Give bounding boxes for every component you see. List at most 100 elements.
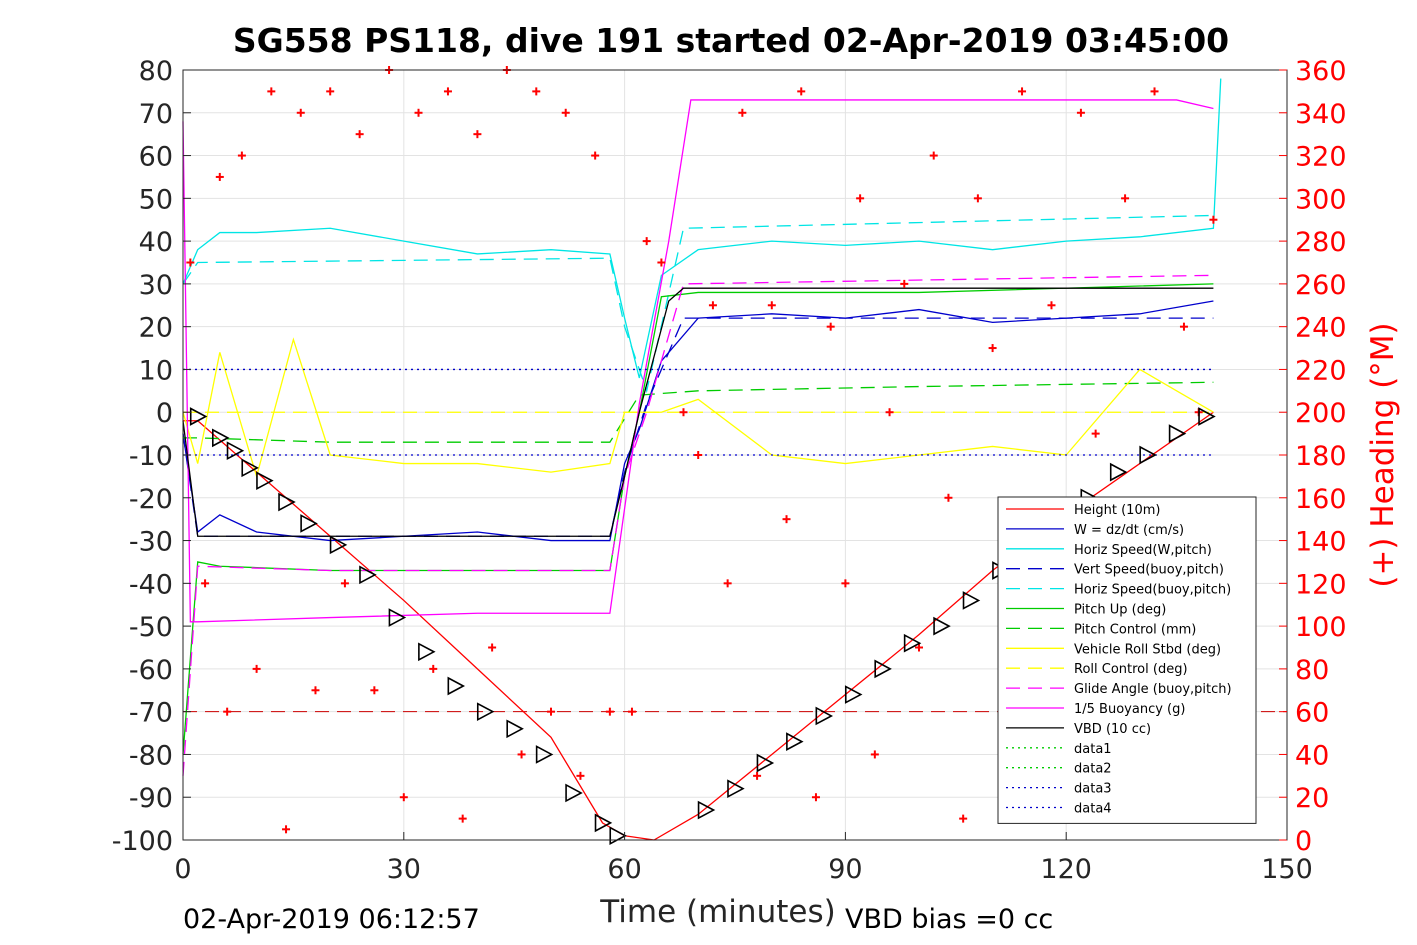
- heading-point: [186, 258, 195, 267]
- waypoint-marker: [278, 492, 296, 512]
- right-tick-label: 60: [1295, 698, 1329, 729]
- bottom-axis: 0 30 60 90 120 150: [174, 832, 1313, 885]
- right-tick-label: 260: [1295, 270, 1347, 301]
- waypoint-marker: [565, 783, 583, 803]
- series-line-10: [182, 99, 1214, 623]
- right-tick-label: 340: [1295, 99, 1347, 130]
- x-axis-label: Time (minutes): [599, 894, 835, 930]
- heading-point: [988, 344, 997, 353]
- waypoint-marker: [756, 753, 775, 773]
- legend-label: data1: [1074, 742, 1112, 757]
- waypoint-marker: [359, 565, 377, 585]
- heading-point: [488, 643, 497, 652]
- heading-point: [326, 87, 335, 96]
- heading-point: [1018, 87, 1027, 96]
- left-tick-label: -50: [129, 612, 173, 643]
- heading-point: [429, 664, 438, 673]
- left-tick-label: 80: [139, 56, 173, 87]
- heading-point: [870, 750, 879, 759]
- heading-point: [267, 87, 276, 96]
- left-tick-label: 20: [139, 313, 173, 344]
- series-line-9: [182, 274, 1214, 776]
- waypoint-marker: [874, 659, 892, 679]
- waypoint-marker: [189, 407, 208, 426]
- heading-point: [826, 322, 835, 331]
- right-tick-label: 80: [1295, 655, 1329, 686]
- heading-point: [237, 151, 246, 160]
- heading-point: [627, 707, 636, 716]
- left-tick-label: -60: [129, 655, 173, 686]
- right-tick-label: 40: [1295, 740, 1329, 771]
- heading-point: [591, 151, 600, 160]
- heading-point: [767, 301, 776, 310]
- heading-point: [561, 108, 570, 117]
- footer-timestamp: 02-Apr-2019 06:12:57: [183, 904, 480, 935]
- series-line-7: [182, 337, 1214, 479]
- left-tick-label: 50: [139, 184, 173, 215]
- right-tick-label: 320: [1295, 142, 1347, 173]
- legend-label: Glide Angle (buoy,pitch): [1074, 682, 1232, 697]
- heading-point: [1179, 322, 1188, 331]
- heading-point: [201, 579, 210, 588]
- right-tick-label: 180: [1295, 441, 1347, 472]
- legend-box: [997, 496, 1257, 824]
- heading-point: [311, 686, 320, 695]
- waypoint-marker: [300, 514, 318, 533]
- legend: Height (10m) W = dz/dt (cm/s) Horiz Speed(…: [997, 496, 1257, 824]
- heading-point: [723, 579, 732, 588]
- heading-point: [694, 451, 703, 459]
- left-axis: 80 70 60 50 40 30 20 10 0 -10 -20 -30 -40 -50 -60 -70 -8…: [112, 56, 191, 857]
- legend-label: Horiz Speed(buoy,pitch): [1074, 583, 1231, 598]
- heading-point: [856, 194, 865, 203]
- heading-point: [443, 87, 452, 96]
- heading-point: [797, 87, 806, 96]
- waypoint-marker: [476, 702, 495, 722]
- waypoint-marker: [535, 745, 554, 764]
- waypoint-marker: [727, 779, 745, 799]
- heading-point: [605, 707, 614, 716]
- left-tick-label: -10: [129, 441, 173, 472]
- right-tick-label: 120: [1295, 569, 1347, 600]
- heading-point: [1121, 194, 1130, 203]
- bottom-tick-label: 30: [387, 854, 421, 885]
- right-tick-label: 100: [1295, 612, 1347, 643]
- right-axis: 3603403203002802602402202001801601401201…: [1279, 56, 1347, 857]
- waypoint-marker: [212, 428, 230, 448]
- heading-point: [473, 130, 482, 139]
- waypoint-marker: [786, 732, 804, 751]
- heading-point: [223, 707, 232, 716]
- plot-area: [182, 66, 1287, 846]
- left-tick-label: -40: [129, 569, 173, 600]
- left-tick-label: -90: [129, 783, 173, 814]
- waypoint-marker: [256, 471, 274, 490]
- waypoint-marker: [844, 685, 863, 704]
- legend-label: data2: [1074, 762, 1112, 777]
- right-tick-label: 0: [1295, 826, 1312, 857]
- right-tick-label: 300: [1295, 184, 1347, 215]
- waypoint-marker: [388, 608, 407, 627]
- heading-point: [708, 301, 717, 310]
- waypoint-marker: [226, 441, 245, 461]
- waypoint-marker: [1139, 445, 1157, 465]
- bottom-tick-label: 60: [607, 854, 641, 885]
- heading-point: [642, 237, 651, 246]
- heading-point: [458, 814, 467, 823]
- waypoint-marker: [697, 800, 716, 820]
- heading-point: [738, 108, 747, 117]
- legend-label: Pitch Control (mm): [1074, 622, 1196, 637]
- waypoint-marker: [594, 813, 613, 833]
- waypoint-marker: [933, 616, 951, 636]
- heading-point: [296, 108, 305, 117]
- waypoint-marker: [241, 458, 259, 478]
- waypoint-marker: [329, 535, 348, 555]
- legend-label: Height (10m): [1074, 503, 1160, 518]
- right-tick-label: 20: [1295, 783, 1329, 814]
- heading-point: [657, 258, 666, 267]
- heading-point: [929, 151, 938, 160]
- waypoint-marker: [962, 591, 981, 610]
- left-tick-label: -80: [129, 740, 173, 771]
- left-tick-label: -100: [112, 826, 173, 857]
- series-line-2: [182, 78, 1222, 379]
- left-tick-label: -20: [129, 484, 173, 515]
